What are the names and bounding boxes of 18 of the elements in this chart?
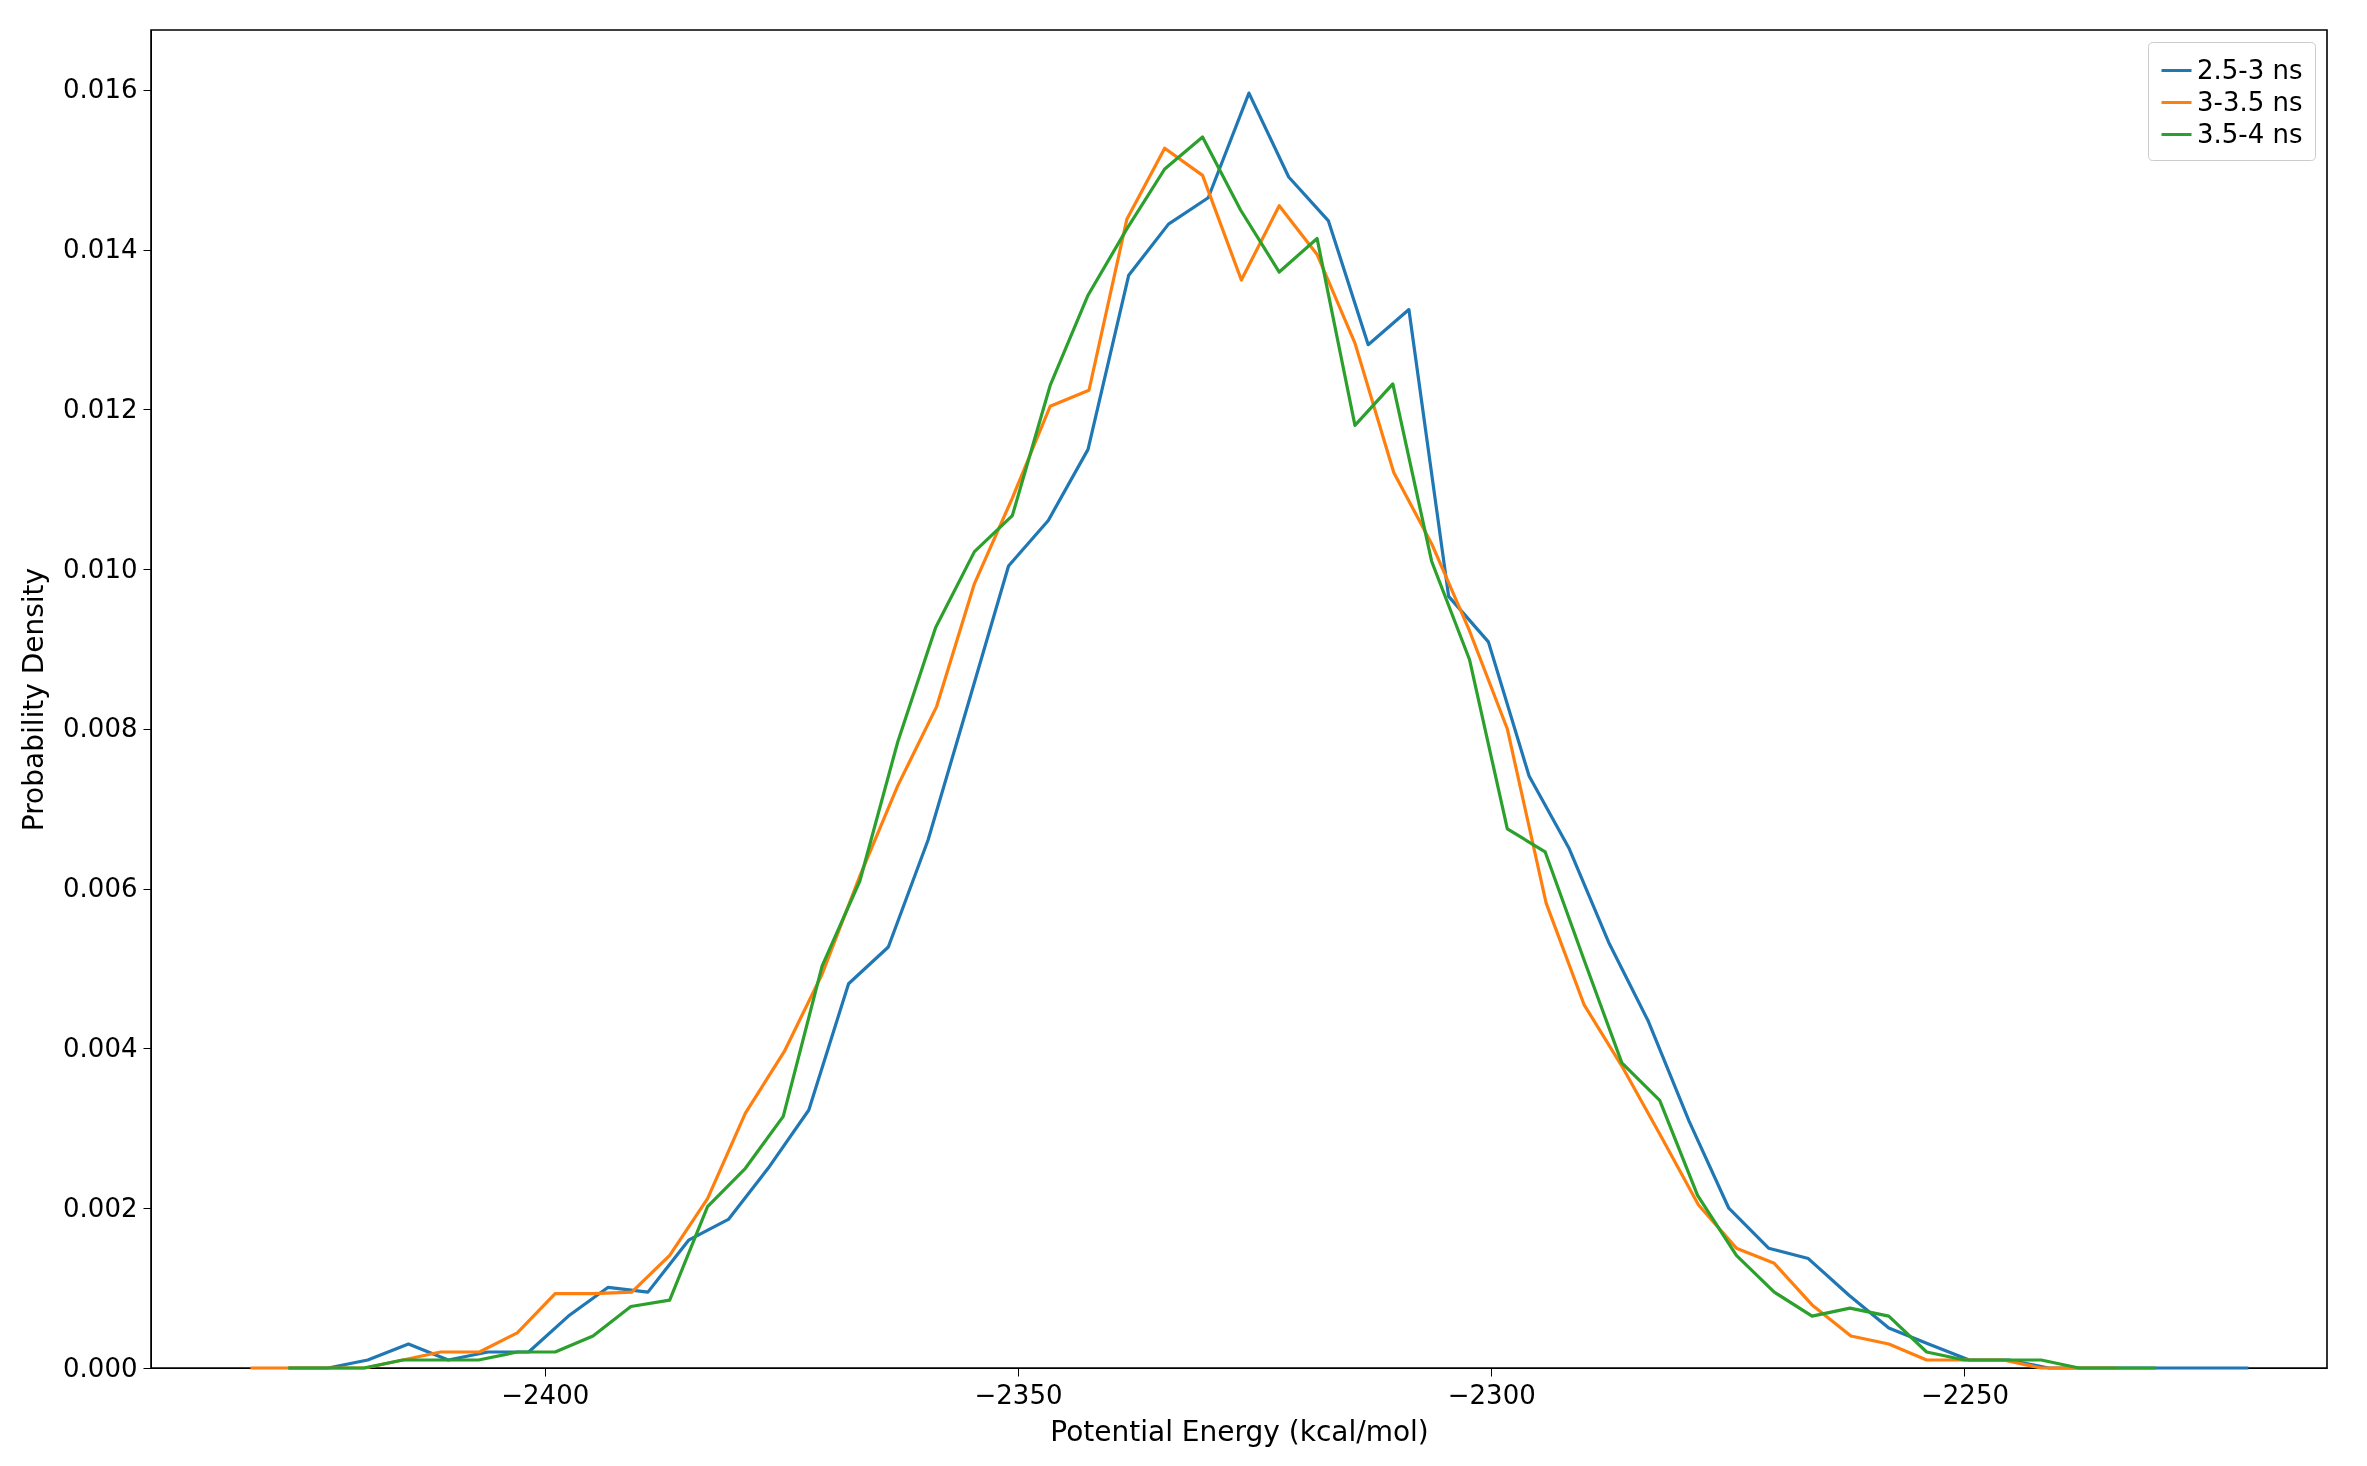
y-tick-label: 0.012	[63, 393, 138, 424]
legend-label: 3.5-4 ns	[2197, 118, 2303, 149]
legend-label: 2.5-3 ns	[2197, 54, 2303, 85]
x-tick-label: −2350	[974, 1379, 1063, 1410]
x-tick-label: −2250	[1921, 1379, 2009, 1410]
legend-label: 3-3.5 ns	[2197, 86, 2303, 117]
y-tick-label: 0.006	[63, 873, 138, 904]
y-tick-label: 0.014	[63, 234, 138, 265]
y-axis-title: Probability Density	[17, 567, 51, 832]
y-tick-label: 0.002	[63, 1192, 138, 1223]
x-axis-title: Potential Energy (kcal/mol)	[1050, 1414, 1429, 1448]
y-tick-label: 0.004	[63, 1032, 138, 1063]
y-tick-label: 0.016	[63, 74, 138, 105]
y-tick-label: 0.008	[63, 713, 138, 744]
x-tick-label: −2300	[1447, 1379, 1536, 1410]
x-tick-label: −2400	[501, 1379, 590, 1410]
y-tick-label: 0.010	[63, 553, 138, 584]
y-tick-label: 0.000	[63, 1352, 138, 1383]
